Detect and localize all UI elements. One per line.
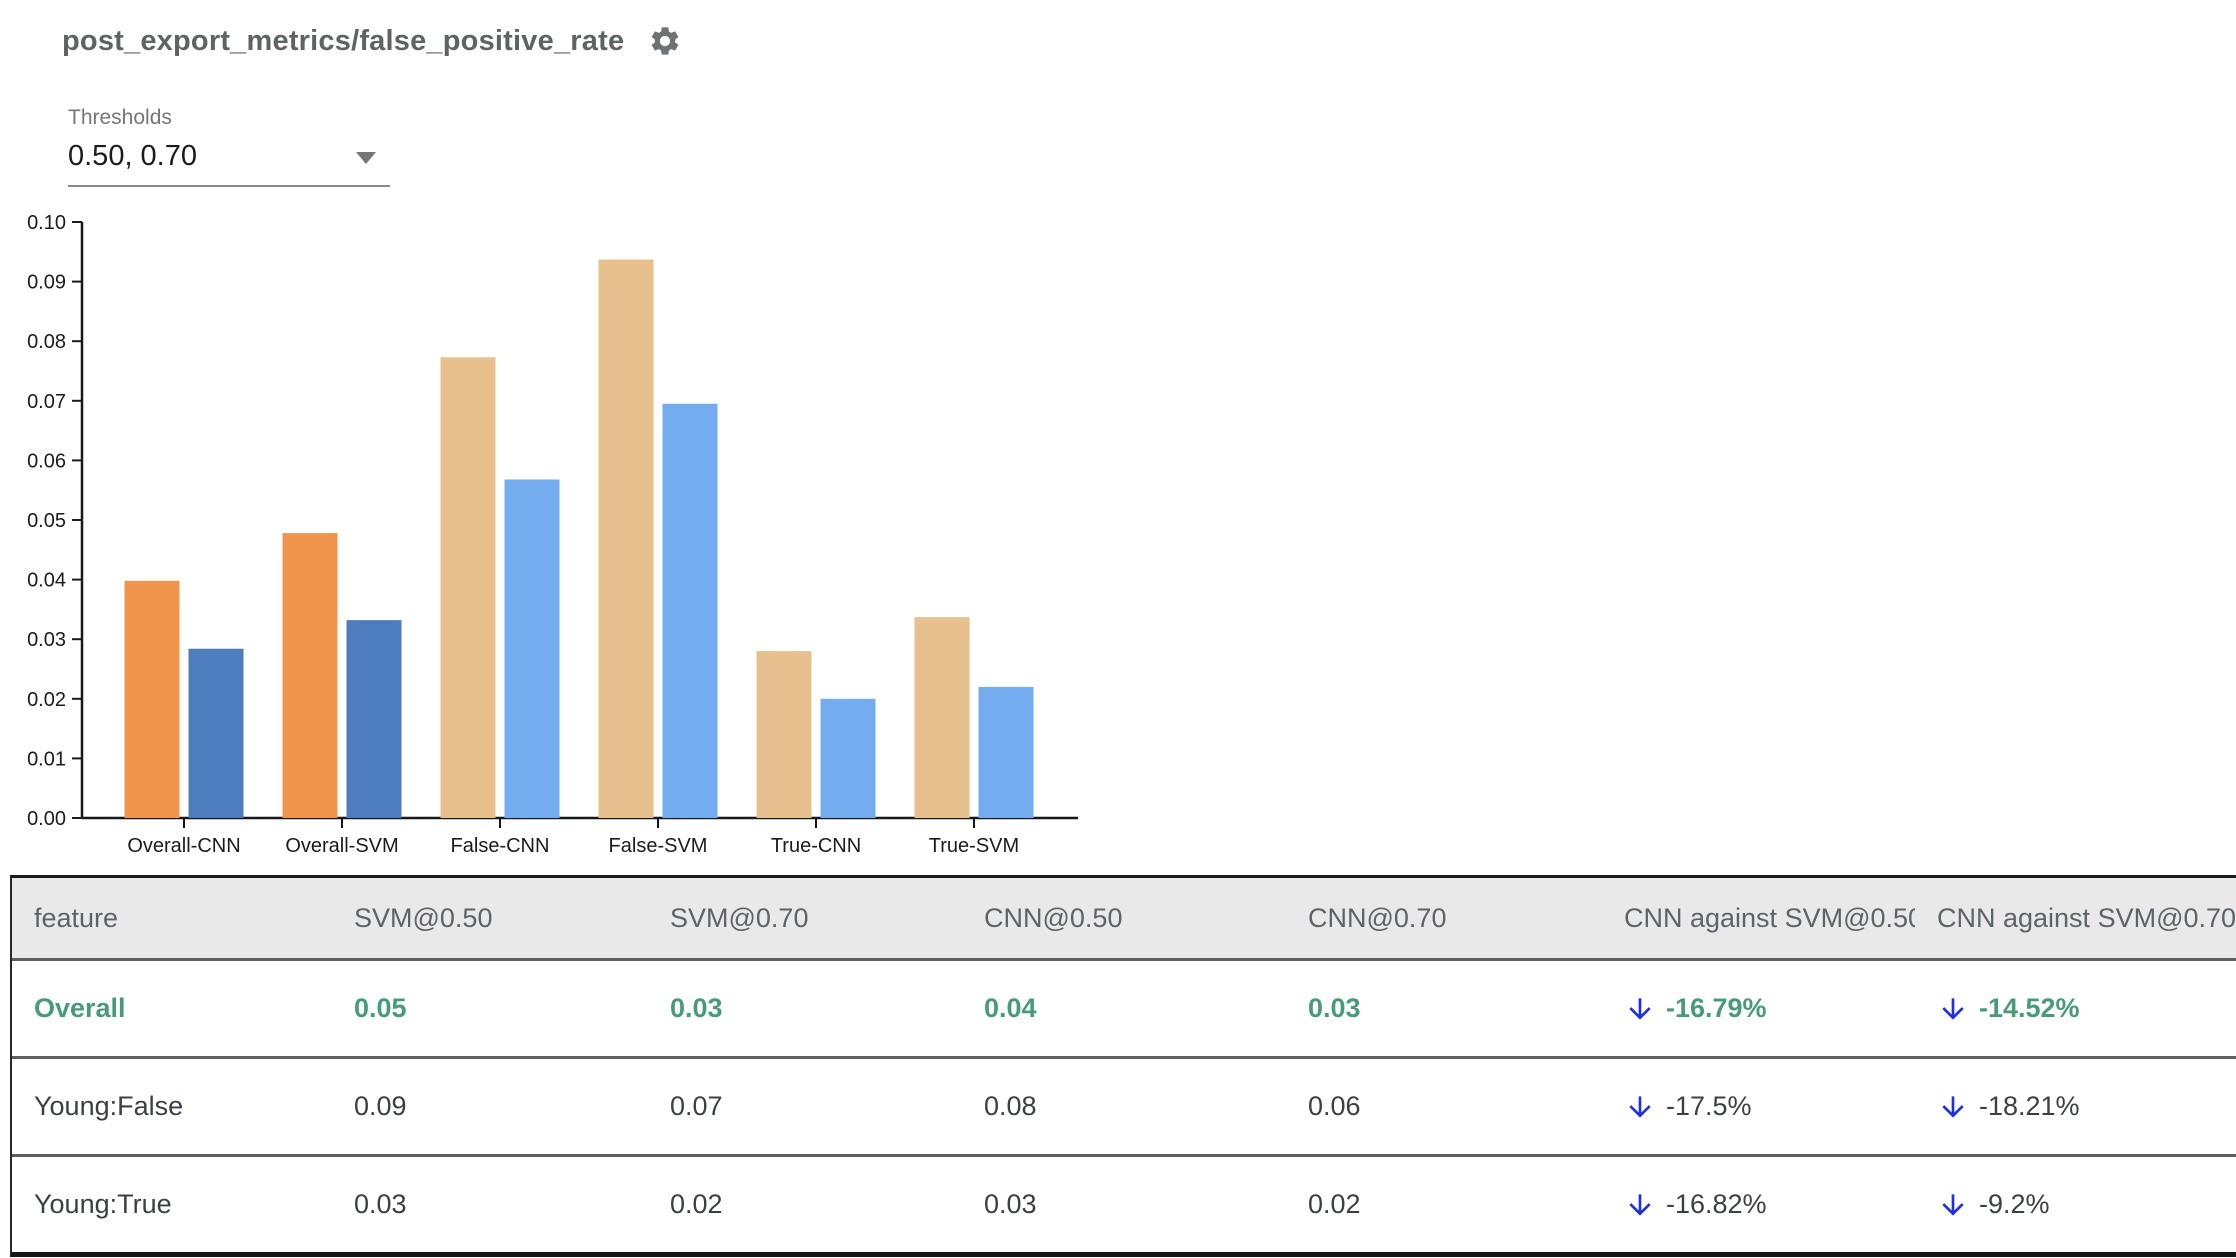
delta-cell: -17.5%: [1602, 1091, 1915, 1123]
page-title: post_export_metrics/false_positive_rate: [62, 24, 625, 57]
thresholds-control[interactable]: 0.50, 0.70: [68, 140, 390, 187]
x-axis-label: Overall-CNN: [127, 835, 240, 857]
x-axis-label: Overall-SVM: [285, 835, 398, 857]
x-axis-label: False-SVM: [609, 835, 708, 857]
delta-cell: -16.82%: [1602, 1189, 1915, 1221]
chart-bar: [914, 617, 970, 818]
chart-bar: [346, 620, 402, 818]
chart-bar: [440, 357, 496, 818]
arrow-down-icon: [1937, 1189, 1969, 1221]
metric-cell: 0.08: [984, 1091, 1037, 1121]
panel-header: post_export_metrics/false_positive_rate: [62, 24, 682, 58]
delta-cell: -14.52%: [1915, 993, 2236, 1025]
column-header-cnn070: CNN@0.70: [1308, 902, 1447, 933]
metric-cell: 0.09: [354, 1091, 407, 1121]
thresholds-label: Thresholds: [68, 106, 172, 129]
column-header-cnn-against-svm070: CNN against SVM@0.70: [1937, 902, 2236, 933]
arrow-down-icon: [1624, 993, 1656, 1025]
chevron-down-icon: [356, 152, 376, 164]
metric-cell: 0.03: [984, 1189, 1037, 1219]
chart-bar: [756, 651, 812, 818]
y-axis-tick-label: 0.07: [27, 391, 66, 413]
arrow-down-icon: [1937, 1091, 1969, 1123]
chart-bar: [598, 259, 654, 819]
feature-cell: Young:False: [34, 1091, 184, 1121]
metric-cell: 0.03: [1308, 993, 1361, 1023]
table-row: Young:True 0.03 0.02 0.03 0.02 -16.82% -…: [12, 1154, 2236, 1252]
chart-bar: [978, 686, 1034, 818]
y-axis-tick-label: 0.03: [27, 629, 66, 651]
chart-bar: [188, 648, 244, 818]
column-header-cnn-against-svm050: CNN against SVM@0.50: [1624, 902, 1915, 933]
delta-value: -14.52%: [1979, 993, 2080, 1023]
y-axis-tick-label: 0.08: [27, 331, 66, 353]
column-header-svm050: SVM@0.50: [354, 902, 493, 933]
chart-bar: [124, 580, 180, 818]
column-header-svm070: SVM@0.70: [670, 902, 809, 933]
thresholds-value: 0.50, 0.70: [68, 140, 197, 172]
chart-bar: [820, 698, 876, 818]
arrow-down-icon: [1624, 1091, 1656, 1123]
feature-cell: Overall: [34, 993, 126, 1023]
delta-value: -16.82%: [1666, 1189, 1767, 1219]
delta-cell: -18.21%: [1915, 1091, 2236, 1123]
y-axis-tick-label: 0.01: [27, 748, 66, 770]
y-axis-tick-label: 0.00: [27, 808, 66, 830]
delta-value: -18.21%: [1979, 1091, 2080, 1121]
feature-cell: Young:True: [34, 1189, 172, 1219]
metric-cell: 0.03: [354, 1189, 407, 1219]
arrow-down-icon: [1937, 993, 1969, 1025]
metric-cell: 0.02: [1308, 1189, 1361, 1219]
delta-cell: -9.2%: [1915, 1189, 2236, 1221]
column-header-feature: feature: [34, 902, 119, 933]
metric-cell: 0.07: [670, 1091, 723, 1121]
delta-value: -9.2%: [1979, 1189, 2050, 1219]
x-axis-label: True-CNN: [771, 835, 861, 857]
table-row: Young:False 0.09 0.07 0.08 0.06 -17.5% -…: [12, 1056, 2236, 1154]
table-row: Overall 0.05 0.03 0.04 0.03 -16.79% -14.…: [12, 958, 2236, 1056]
y-axis-tick-label: 0.10: [27, 212, 66, 234]
chart-bar: [282, 533, 338, 818]
chart-bar: [504, 479, 560, 818]
y-axis-tick-label: 0.02: [27, 689, 66, 711]
false-positive-rate-bar-chart: 0.00 0.01 0.02 0.03 0.04 0.05 0.06 0.07 0.08 0.09…: [27, 212, 1078, 857]
metric-cell: 0.06: [1308, 1091, 1361, 1121]
y-axis-tick-label: 0.04: [27, 570, 66, 592]
metric-cell: 0.02: [670, 1189, 723, 1219]
y-axis-tick-label: 0.05: [27, 510, 66, 532]
y-axis-tick-label: 0.06: [27, 450, 66, 472]
metric-cell: 0.04: [984, 993, 1037, 1023]
arrow-down-icon: [1624, 1189, 1656, 1221]
chart-bar: [662, 403, 718, 818]
delta-value: -16.79%: [1666, 993, 1767, 1023]
metric-cell: 0.03: [670, 993, 723, 1023]
metric-cell: 0.05: [354, 993, 407, 1023]
x-axis-label: True-SVM: [929, 835, 1019, 857]
gear-icon[interactable]: [648, 24, 682, 58]
delta-value: -17.5%: [1666, 1091, 1752, 1121]
x-axis-label: False-CNN: [451, 835, 550, 857]
table-header-row: feature SVM@0.50 SVM@0.70 CNN@0.50 CNN@0…: [12, 878, 2236, 958]
y-axis-tick-label: 0.09: [27, 272, 66, 294]
thresholds-select[interactable]: Thresholds 0.50, 0.70: [68, 106, 390, 187]
metrics-table: feature SVM@0.50 SVM@0.70 CNN@0.50 CNN@0…: [10, 875, 2236, 1257]
column-header-cnn050: CNN@0.50: [984, 902, 1123, 933]
delta-cell: -16.79%: [1602, 993, 1915, 1025]
